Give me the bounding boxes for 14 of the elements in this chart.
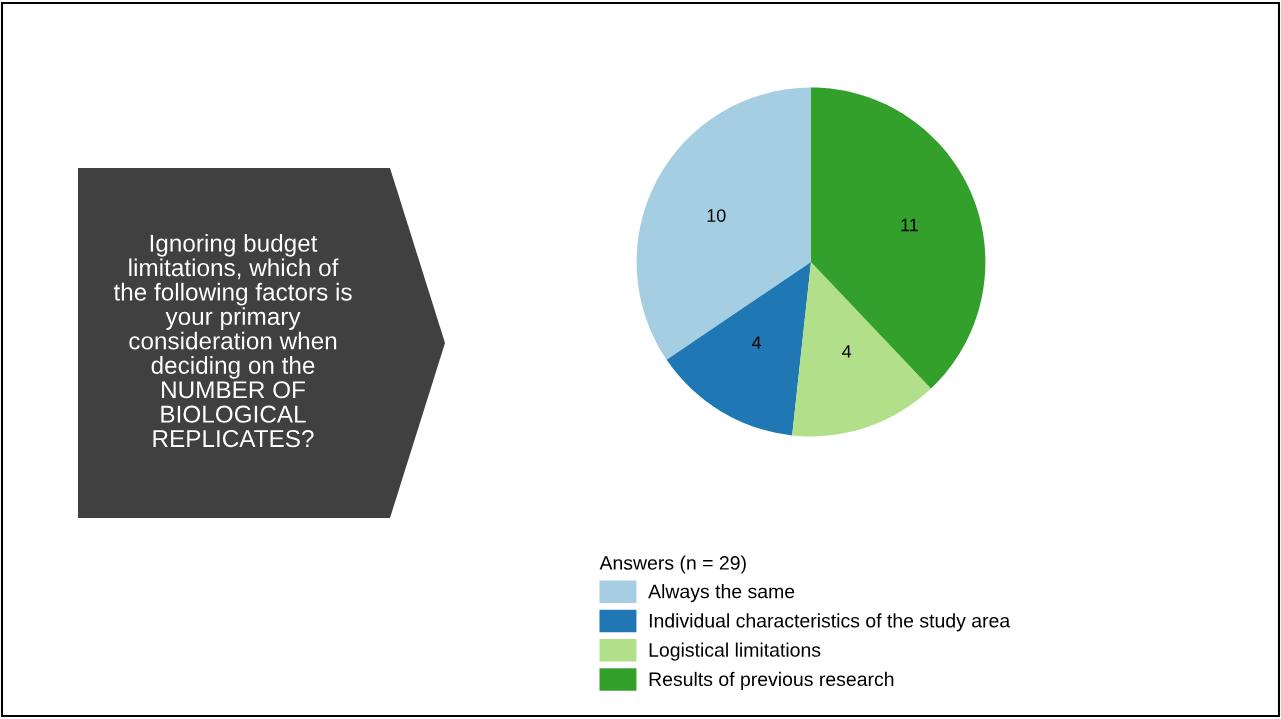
legend-label: Logistical limitations — [649, 642, 821, 661]
pie-slice — [636, 87, 811, 360]
legend-title: Answers (n = 29) — [599, 555, 746, 574]
legend-label: Always the same — [648, 584, 795, 603]
legend-label: Individual characteristics of the study area — [649, 613, 1011, 632]
data-label: 4 — [751, 336, 762, 349]
pie-slice — [666, 262, 811, 436]
pie-slice — [811, 87, 986, 389]
pie-slice — [792, 262, 931, 437]
data-label: 10 — [707, 209, 726, 222]
data-label: 4 — [842, 345, 852, 358]
chart-title: Ignoring budget limitations, which of the following factors is your primary consideration when deciding on the NUMBER OF BIOLOGICAL REPLICATES? — [113, 234, 352, 448]
data-label: 11 — [901, 218, 918, 232]
legend-label: Results of previous research — [649, 671, 894, 690]
